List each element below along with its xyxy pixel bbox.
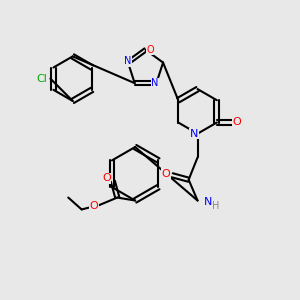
Text: O: O bbox=[102, 173, 111, 183]
Text: N: N bbox=[190, 129, 198, 139]
Text: N: N bbox=[204, 197, 212, 207]
Text: N: N bbox=[124, 56, 132, 66]
Text: N: N bbox=[151, 78, 159, 88]
Text: O: O bbox=[161, 169, 170, 179]
Text: O: O bbox=[146, 45, 154, 55]
Text: O: O bbox=[90, 202, 98, 212]
Text: Cl: Cl bbox=[37, 74, 47, 84]
Text: H: H bbox=[212, 201, 220, 211]
Text: O: O bbox=[233, 117, 242, 127]
